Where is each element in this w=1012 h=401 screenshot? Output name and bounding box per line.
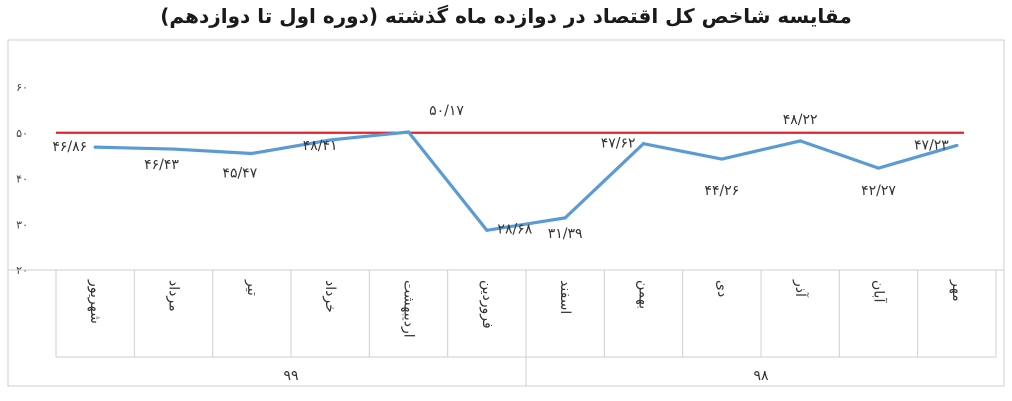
data-point xyxy=(171,147,176,151)
data-point xyxy=(250,151,254,156)
series-line xyxy=(95,130,958,232)
data-label: ۲۸/۶۸ xyxy=(497,221,532,237)
data-label: ۴۸/۴۱ xyxy=(303,138,338,154)
data-point xyxy=(485,228,489,232)
data-point xyxy=(798,139,802,143)
category-label: آبان xyxy=(871,280,888,303)
y-tick-label: ۶۰ xyxy=(16,81,28,94)
plot-frame xyxy=(7,39,1005,387)
data-label: ۴۷/۲۳ xyxy=(914,137,949,153)
data-label: ۳۱/۳۹ xyxy=(548,226,583,242)
data-label: ۴۸/۲۲ xyxy=(783,112,818,128)
data-label: ۴۵/۴۷ xyxy=(222,165,257,181)
data-point xyxy=(955,143,959,148)
category-label: دی xyxy=(714,280,730,297)
data-point xyxy=(641,142,646,146)
data-label: ۴۶/۴۳ xyxy=(144,157,179,173)
x-axis: مهر آبان آذر دی بهمن اسفند فروردین اردیبهشت خردا… xyxy=(8,269,1004,386)
category-label: تیر xyxy=(244,279,260,296)
chart-title: مقایسه شاخص کل اقتصاد در دوازده ماه گذشت… xyxy=(160,4,852,28)
data-label: ۴۴/۲۶ xyxy=(704,183,739,199)
data-point xyxy=(720,157,724,161)
category-label: خرداد xyxy=(322,280,338,313)
y-tick-label: ۵۰ xyxy=(16,127,28,140)
category-label: فروردین xyxy=(479,280,495,329)
category-label: مهر xyxy=(949,279,965,302)
data-point xyxy=(406,130,411,134)
series-layer xyxy=(93,130,959,232)
data-point xyxy=(876,166,881,170)
category-label: بهمن xyxy=(636,280,652,309)
data-point xyxy=(563,216,567,220)
data-point xyxy=(93,145,97,149)
data-label: ۵۰/۱۷ xyxy=(429,103,464,119)
data-point xyxy=(328,138,332,142)
y-tick-label: ۳۰ xyxy=(16,218,28,231)
data-label: ۴۶/۸۶ xyxy=(52,139,87,155)
group-label: ۹۹ xyxy=(283,368,298,384)
category-label: مرداد xyxy=(166,280,182,312)
category-label: اردیبهشت xyxy=(401,280,417,338)
data-label: ۴۷/۶۲ xyxy=(601,136,636,152)
data-label: ۴۲/۲۷ xyxy=(861,183,896,199)
category-label: شهریور xyxy=(87,279,103,324)
category-label: اسفند xyxy=(557,280,573,314)
y-tick-label: ۴۰ xyxy=(16,173,28,186)
group-label: ۹۸ xyxy=(753,368,769,384)
data-label-layer: ۴۷/۲۳ ۴۲/۲۷ ۴۸/۲۲ ۴۴/۲۶ ۴۷/۶۲ ۳۱/۳۹ ۲۸/۶۸ ۵۰/۱۷… xyxy=(52,103,949,242)
category-label: آذر xyxy=(792,279,809,298)
